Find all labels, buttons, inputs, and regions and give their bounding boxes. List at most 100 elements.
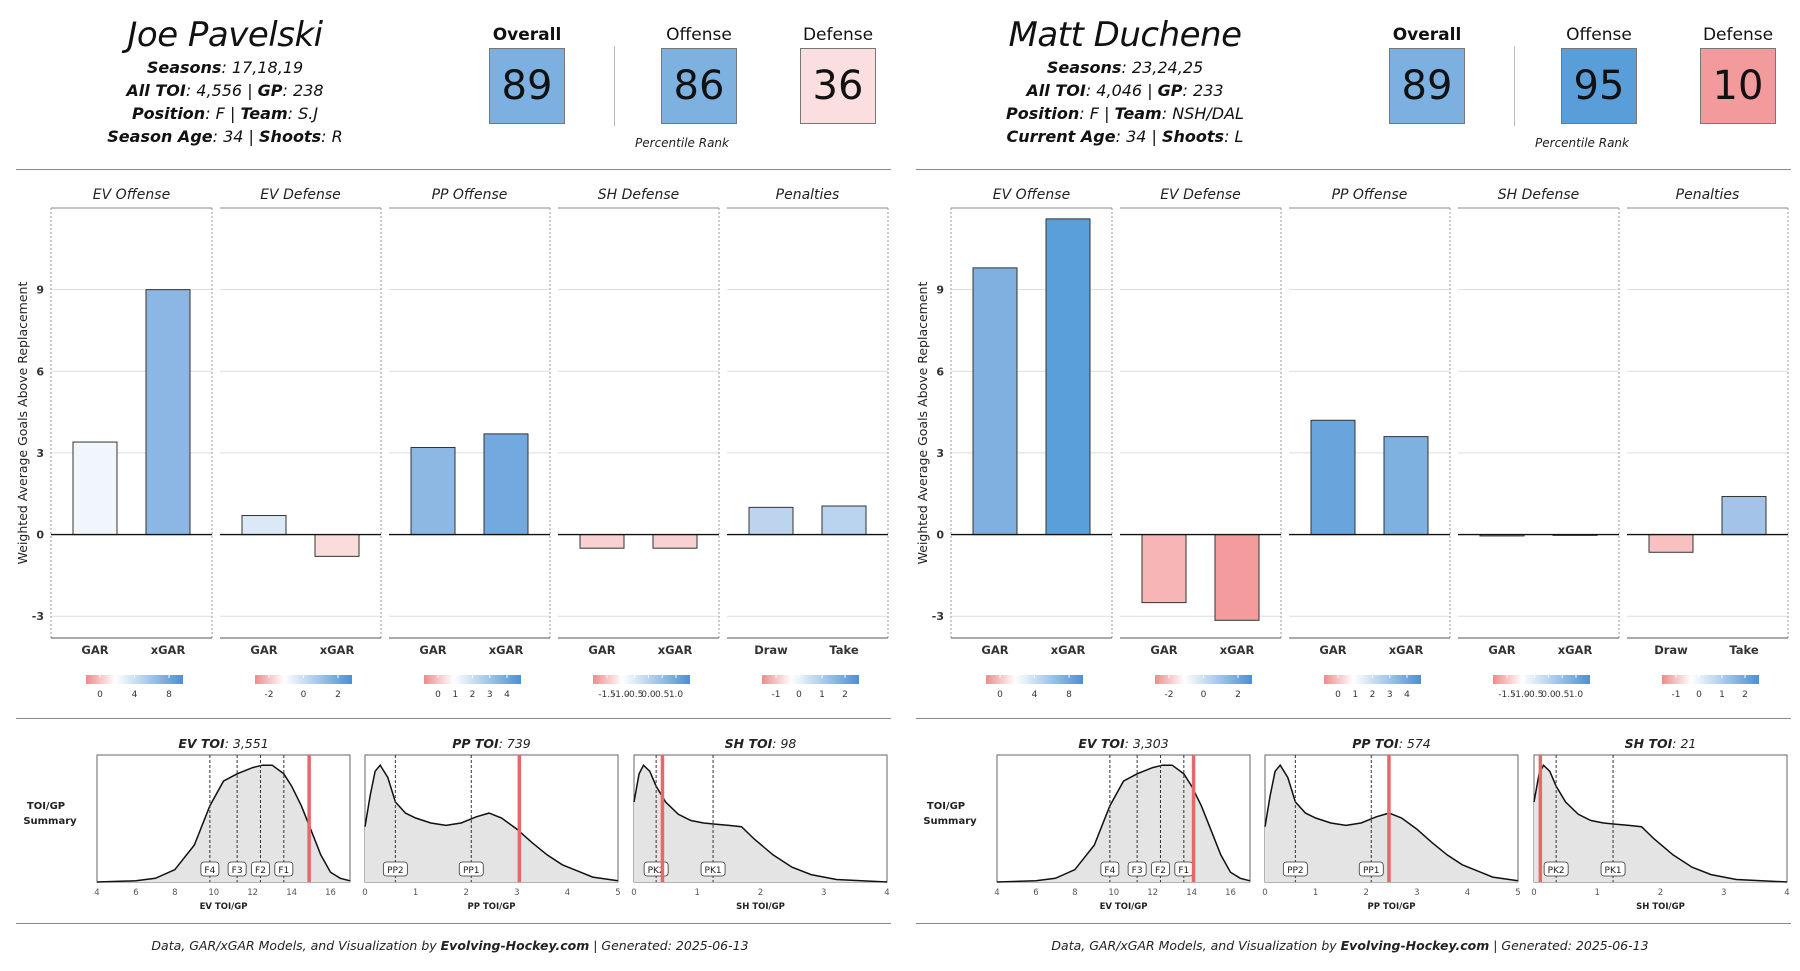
x-tick-label: xGAR [320,643,355,657]
facet-ev-offense: EV Offense GAR xGAR 0 4 8 [50,187,213,700]
bar-xgar [652,534,698,549]
x-tick-label: 14 [286,888,297,898]
defense-rank-box: 10 [1700,48,1776,124]
defense-rank: Defense 36 [793,22,883,124]
legend-tick-label: -0.5 [626,690,644,700]
x-axis-label: EV TOI/GP [1100,902,1148,912]
role-label-box [227,861,247,877]
bar-gar [410,446,456,536]
facet-title: EV Offense [993,187,1070,203]
role-label-box [382,861,408,877]
bar-gar [241,515,287,536]
x-tick-label: xGAR [1558,643,1593,657]
facet-ev-defense: EV Defense GAR xGAR -2 0 2 [1120,187,1282,700]
bar-draw [1648,534,1694,553]
y-tick-label: 9 [936,284,944,297]
x-tick-label: 6 [1033,888,1038,898]
x-tick-label: 1 [413,888,418,898]
legend-tick-label: 2 [1370,690,1376,700]
x-tick-label: xGAR [489,643,524,657]
y-tick-label: 0 [36,529,44,542]
x-tick-label: GAR [981,643,1008,657]
x-tick-label: 1 [695,888,700,898]
legend-tick-label: 0 [997,690,1003,700]
x-tick-label: xGAR [1220,643,1255,657]
bar-draw [748,506,794,536]
toi-chart-ev-toi: EV TOI: 3,303 F4 F3 F2 F1 4 6 8 10 12 14 16 EV TOI/G… [994,736,1251,912]
offense-rank: Offense 95 [1554,22,1644,124]
x-tick-label: 5 [615,888,620,898]
x-tick-label: 3 [821,888,826,898]
facet-title: SH Defense [598,187,680,203]
offense-rank: Offense 86 [654,22,744,124]
role-label-box [458,861,484,877]
x-tick-label: GAR [588,643,615,657]
overall-rank-box: 89 [489,48,565,124]
y-tick-label: 3 [36,447,44,460]
x-axis-label: PP TOI/GP [468,902,516,912]
x-tick-label: 16 [325,888,336,898]
x-tick-label: GAR [81,643,108,657]
legend-tick-label: 0.5 [1555,690,1569,700]
toi-chart-pp-toi: PP TOI: 574 PP2 PP1 0 1 2 3 4 5 PP TOI/GP [1262,736,1520,912]
x-tick-label: GAR [1319,643,1346,657]
y-axis-label: Weighted Average Goals Above Replacement [15,282,30,565]
overall-rank: Overall 89 [482,22,572,124]
role-label-box [1151,861,1170,877]
bar-xgar [1045,218,1091,536]
bar-gar [972,267,1018,536]
x-tick-label: 10 [208,888,219,898]
role-label: PK2 [648,866,665,876]
toi-gp-line: All TOI: 4,556 | GP: 238 [126,81,324,100]
legend-tick-label: 2 [1235,690,1241,700]
density-area [97,765,350,882]
x-axis-label: SH TOI/GP [1636,902,1685,912]
legend-tick-label: 0 [1335,690,1341,700]
legend-tick-label: 0 [97,690,103,700]
role-label-box [251,861,270,877]
x-tick-label: 2 [1658,888,1663,898]
role-label: PP2 [387,866,404,876]
x-tick-label: 4 [1465,888,1470,898]
toi-chart-pp-toi: PP TOI: 739 PP2 PP1 0 1 2 3 4 5 PP TOI/GP [362,736,620,912]
facet-title: PP Offense [432,187,508,203]
legend-tick-label: 1 [1352,690,1358,700]
x-tick-label: Draw [754,643,788,657]
toi-gp-line: All TOI: 4,046 | GP: 233 [1026,81,1224,100]
facet-title: EV Defense [1160,187,1241,203]
percentile-rank-label: Percentile Rank [1535,136,1629,150]
bar-xgar [1214,534,1260,621]
percentile-rank-label: Percentile Rank [635,136,729,150]
x-tick-label: 10 [1108,888,1119,898]
role-label: F2 [255,866,266,876]
facet-title: Penalties [1676,187,1740,203]
x-tick-label: GAR [250,643,277,657]
role-label-box [1127,861,1147,877]
toi-chart-title: PP TOI: 574 [1352,736,1431,751]
legend-tick-label: 4 [132,690,138,700]
x-tick-label: GAR [419,643,446,657]
bar-xgar [145,289,191,536]
toi-chart-ev-toi: EV TOI: 3,551 F4 F3 F2 F1 4 6 8 10 12 14 16 EV TOI/G… [94,736,351,912]
bar-gar [579,534,625,549]
x-tick-label: GAR [1488,643,1515,657]
x-tick-label: 1 [1595,888,1600,898]
seasons-line: Seasons: 17,18,19 [146,58,304,77]
defense-rank-box: 36 [800,48,876,124]
role-label-box [200,861,220,877]
legend-tick-label: 8 [166,690,172,700]
facet-title: EV Offense [93,187,170,203]
legend-tick-label: 2 [470,690,476,700]
offense-rank-box: 95 [1561,48,1637,124]
legend-tick-label: 8 [1066,690,1072,700]
bar-gar [1141,534,1187,604]
facet-title: EV Defense [260,187,341,203]
role-label: PK1 [705,866,722,876]
legend-tick-label: 0.5 [655,690,669,700]
density-line [364,763,619,882]
x-tick-label: 14 [1186,888,1197,898]
role-label: PK1 [1605,866,1622,876]
legend-tick-label: 4 [1404,690,1410,700]
x-tick-label: xGAR [1389,643,1424,657]
position-team-line: Position: F | Team: NSH/DAL [1006,104,1244,123]
